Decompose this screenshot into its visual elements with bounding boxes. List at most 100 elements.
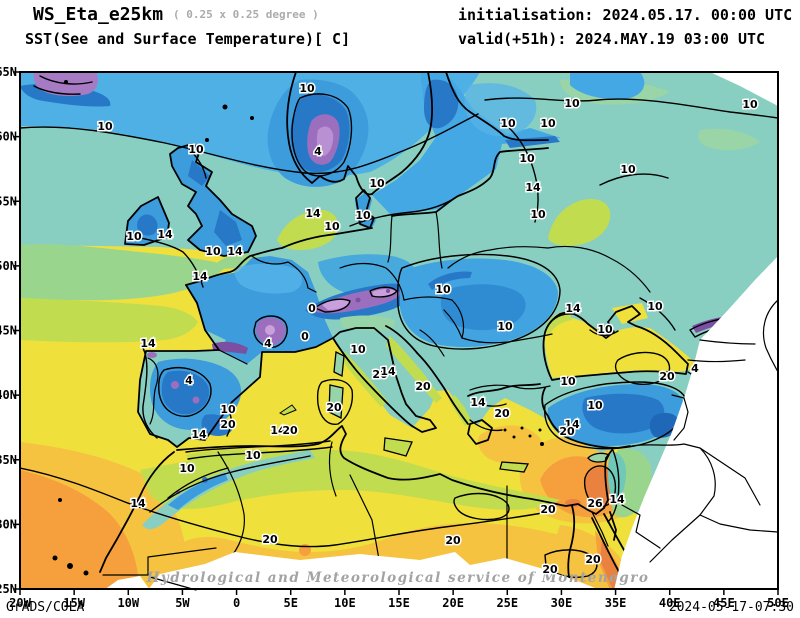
field-massif-central — [256, 317, 286, 346]
contour-value-label: 10 — [540, 117, 556, 130]
contour-value-label: 14 — [565, 302, 581, 315]
contour-value-label: 20 — [540, 503, 556, 516]
contour-value-label: 10 — [564, 97, 580, 110]
watermark: Hydrological and Meteorological service … — [146, 570, 650, 586]
field-atlantic-yellowgreen — [20, 298, 198, 343]
lon-tick-label: 20W — [9, 596, 31, 610]
contour-value-label: 14 — [191, 428, 207, 441]
lon-tick-label: 30E — [551, 596, 573, 610]
contour-value-label: 14 — [130, 497, 146, 510]
contour-value-label: 14 — [525, 181, 541, 194]
lon-tick-label: 10E — [334, 596, 356, 610]
contour-value-label: 10 — [435, 283, 451, 296]
contour-value-label: 14 — [564, 418, 580, 431]
contour-value-label: 0 — [301, 330, 309, 343]
contour-value-label: 20 — [445, 534, 461, 547]
contour-value-label: 20 — [415, 380, 431, 393]
field-atlantic-green — [20, 244, 225, 301]
contour-value-label: 10 — [560, 375, 576, 388]
lon-tick-label: 10W — [117, 596, 139, 610]
contour-value-label: 14 — [140, 337, 156, 350]
contour-value-label: 4 — [185, 374, 193, 387]
lat-tick-label: 65N — [0, 65, 17, 79]
lon-tick-label: 0 — [233, 596, 240, 610]
lon-tick-label: 20E — [442, 596, 464, 610]
contour-value-label: 10 — [647, 300, 663, 313]
creation-timestamp: 2024-05-17-07:30 — [669, 600, 794, 615]
no-data-borders — [102, 299, 779, 591]
lon-tick-label: 45E — [713, 596, 735, 610]
contour-value-label: 20 — [659, 370, 675, 383]
contour-value-label: 10 — [299, 82, 315, 95]
contour-value-label: 10 — [597, 323, 613, 336]
grid-resolution: ( 0.25 x 0.25 degree ) — [173, 8, 319, 21]
contour-value-label: 10 — [497, 320, 513, 333]
valid-time: valid(+51h): 2024.MAY.19 03:00 UTC — [458, 30, 765, 48]
contour-labels: 10 10 4 10 10 14 10 14 14 10 10 10 10 10 10 14 10 14 10 10 1… — [96, 81, 760, 578]
initialisation-time: initialisation: 2024.05.17. 00:00 UTC — [458, 6, 792, 24]
lat-tick-label: 55N — [0, 194, 17, 208]
field-baltic — [372, 72, 645, 215]
variable-title: SST(See and Surface Temperature)[ C] — [25, 30, 350, 48]
lon-tick-label: 25E — [496, 596, 518, 610]
contour-value-label: 20 — [542, 563, 558, 576]
lat-axis: 65N 60N 55N 50N 45N 40N 35N 30N 25N — [0, 65, 20, 596]
contour-value-label: 4 — [264, 337, 272, 350]
contour-value-label: 10 — [519, 152, 535, 165]
contour-value-label: 10 — [587, 399, 603, 412]
lon-axis: 20W 15W 10W 5W 0 5E 10E 15E 20E 25E 30E 35E 40E 45E 50… — [9, 589, 789, 610]
lat-tick-label: 30N — [0, 517, 17, 531]
contour-value-label: 14 — [609, 493, 625, 506]
lon-tick-label: 15W — [63, 596, 85, 610]
contour-value-label: 10 — [245, 449, 261, 462]
contour-value-label: 20 — [494, 407, 510, 420]
field-british-isles — [125, 144, 256, 256]
lon-tick-label: 15E — [388, 596, 410, 610]
field-islands — [52, 104, 610, 576]
contour-value-label: 10 — [620, 163, 636, 176]
contour-value-label: 4 — [691, 362, 699, 375]
coastlines — [99, 72, 689, 589]
lat-tick-label: 25N — [0, 582, 17, 596]
contour-value-label: 14 — [380, 365, 396, 378]
header: WS_Eta_e25km ( 0.25 x 0.25 degree ) SST(… — [25, 4, 792, 48]
contour-value-label: 10 — [220, 403, 236, 416]
contour-value-label: 14 — [305, 207, 321, 220]
contour-value-label: 10 — [126, 230, 142, 243]
contour-value-label: 14 — [470, 396, 486, 409]
field-france — [186, 256, 333, 364]
contour-value-label: 10 — [742, 98, 758, 111]
contour-value-label: 10 — [205, 245, 221, 258]
field-lowcountries-patch — [277, 209, 339, 250]
contour-value-label: 20 — [585, 553, 601, 566]
field-scandinavia — [267, 79, 369, 187]
lon-tick-label: 50E — [767, 596, 789, 610]
contour-value-label: 20 — [372, 368, 388, 381]
field-levant — [608, 448, 652, 518]
field-black-sea — [544, 303, 697, 378]
contour-value-label: 20 — [262, 533, 278, 546]
lon-tick-label: 5W — [175, 596, 190, 610]
contour-value-label: 14 — [157, 228, 173, 241]
field-alps — [305, 283, 413, 331]
contour-value-label: 14 — [270, 424, 286, 437]
contour-value-label: 14 — [227, 245, 243, 258]
contour-value-label: 10 — [179, 462, 195, 475]
contour-value-label: 10 — [500, 117, 516, 130]
lon-tick-label: 35E — [605, 596, 627, 610]
footer: GrADS/COLA 2024-05-17-07:30 — [6, 600, 794, 615]
contour-value-label: 10 — [188, 143, 204, 156]
contour-value-label: 20 — [220, 418, 236, 431]
lat-tick-label: 45N — [0, 324, 17, 338]
contour-value-label: 10 — [97, 120, 113, 133]
contour-value-label: 10 — [324, 220, 340, 233]
contour-value-label: 10 — [369, 177, 385, 190]
lon-tick-label: 5E — [283, 596, 297, 610]
lat-tick-label: 50N — [0, 259, 17, 273]
lat-tick-label: 35N — [0, 453, 17, 467]
model-title: WS_Eta_e25km — [33, 4, 163, 25]
field-arctic-band — [20, 72, 480, 177]
contour-value-label: 0 — [308, 302, 316, 315]
